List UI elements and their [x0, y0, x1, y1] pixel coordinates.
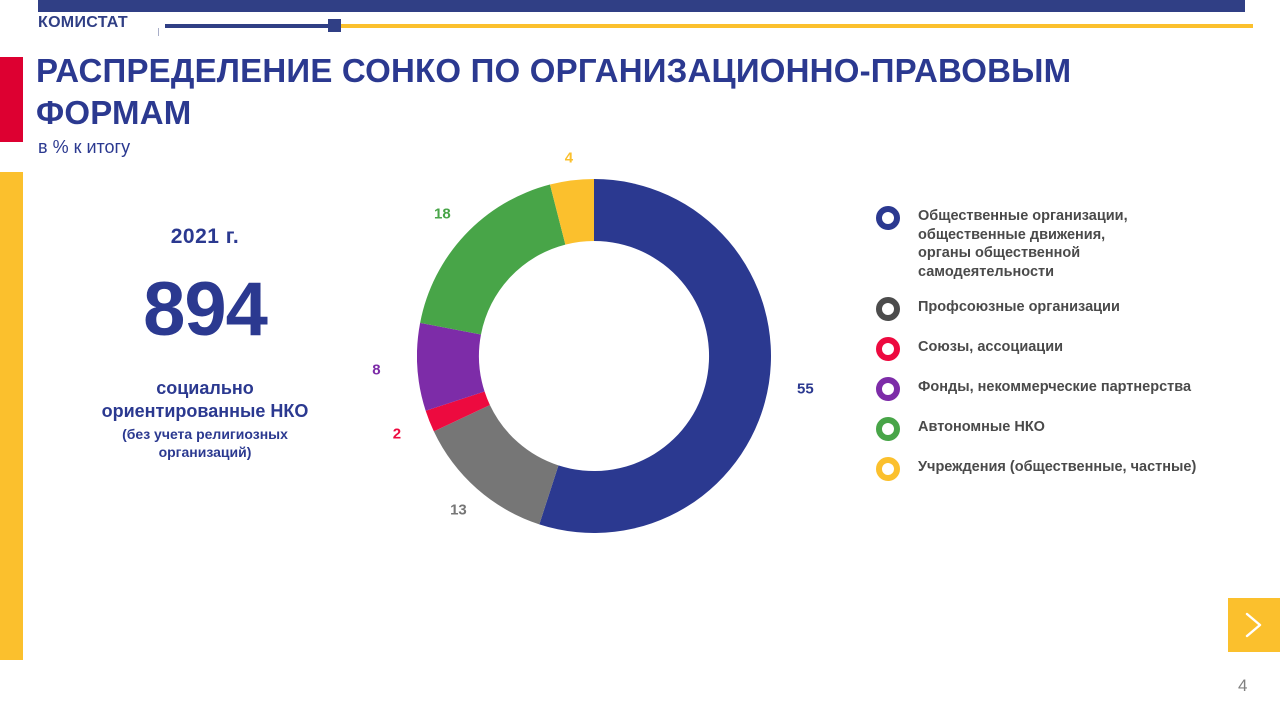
legend-item-label: Общественные организации, общественные дв… — [918, 208, 1128, 280]
legend-item[interactable]: Союзы, ассоциации — [876, 336, 1268, 361]
page-title: РАСПРЕДЕЛЕНИЕ СОНКО ПО ОРГАНИЗАЦИОННО-ПР… — [36, 52, 1072, 131]
donut-segment — [549, 179, 594, 245]
chart-legend: Общественные организации, общественные дв… — [876, 205, 1268, 496]
chevron-right-icon — [1245, 612, 1262, 638]
legend-item[interactable]: Учреждения (общественные, частные) — [876, 456, 1268, 481]
donut-chart — [417, 179, 771, 533]
legend-marker-icon — [876, 297, 900, 321]
next-slide-button[interactable] — [1228, 598, 1280, 652]
header-top-bar — [38, 0, 1245, 12]
summary-note: (без учета религиозных организаций) — [122, 426, 288, 460]
page-number: 4 — [1238, 676, 1248, 695]
legend-item-label: Автономные НКО — [918, 419, 1045, 435]
legend-item[interactable]: Общественные организации, общественные дв… — [876, 205, 1268, 281]
legend-marker-icon — [876, 377, 900, 401]
legend-marker-icon — [876, 457, 900, 481]
donut-segment — [420, 184, 566, 335]
donut-segment — [433, 404, 559, 525]
legend-item-label: Фонды, некоммерческие партнерства — [918, 379, 1192, 395]
header-rule-yellow — [341, 24, 1253, 28]
legend-item-label: Учреждения (общественные, частные) — [918, 459, 1197, 475]
edge-bar-yellow — [0, 172, 23, 660]
page-subtitle: в % к итогу — [38, 137, 131, 157]
donut-segment-label: 2 — [392, 425, 402, 443]
donut-segment-label: 18 — [434, 205, 451, 223]
legend-item-label: Союзы, ассоциации — [918, 339, 1064, 355]
legend-item[interactable]: Профсоюзные организации — [876, 296, 1268, 321]
donut-segment-label: 55 — [797, 380, 814, 398]
donut-segment-label: 13 — [450, 501, 467, 519]
summary-description: социально ориентированные НКО — [101, 378, 309, 421]
donut-segment — [417, 322, 485, 411]
rule-tick — [158, 28, 159, 36]
legend-item-label: Профсоюзные организации — [918, 299, 1120, 315]
legend-marker-icon — [876, 206, 900, 230]
summary-total: 894 — [143, 267, 268, 352]
header-rule-dark — [165, 24, 330, 28]
donut-chart-svg — [417, 179, 771, 533]
donut-segment — [425, 391, 490, 432]
summary-year: 2021 г. — [170, 225, 240, 248]
donut-segment-label: 8 — [372, 361, 381, 379]
header-rule-marker — [328, 19, 341, 32]
edge-bar-red — [0, 57, 23, 142]
legend-item[interactable]: Автономные НКО — [876, 416, 1268, 441]
legend-marker-icon — [876, 337, 900, 361]
summary-panel: 2021 г. 894 социально ориентированные НК… — [85, 225, 325, 461]
brand-label: КОМИСТАТ — [38, 14, 128, 31]
legend-item[interactable]: Фонды, некоммерческие партнерства — [876, 376, 1268, 401]
legend-marker-icon — [876, 417, 900, 441]
donut-segment — [539, 179, 771, 533]
donut-segment-label: 4 — [564, 149, 574, 167]
